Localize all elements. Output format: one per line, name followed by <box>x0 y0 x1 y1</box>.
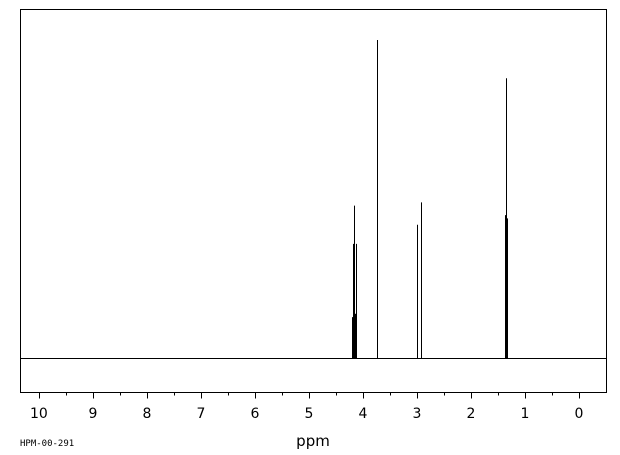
peaks <box>352 40 508 359</box>
x-tick-label: 5 <box>304 406 313 422</box>
plot-frame <box>20 9 607 393</box>
x-axis-ticks <box>39 392 580 399</box>
x-tick-label: 2 <box>467 406 476 422</box>
x-axis-tick-labels: 10 9 8 7 6 5 4 3 2 1 0 <box>30 406 583 422</box>
x-tick-label: 8 <box>142 406 151 422</box>
x-tick-label: 9 <box>88 406 97 422</box>
x-tick-label: 6 <box>250 406 259 422</box>
x-tick-label: 10 <box>30 406 48 422</box>
x-tick-label: 1 <box>521 406 530 422</box>
x-tick-label: 3 <box>413 406 422 422</box>
x-axis-title: ppm <box>296 432 330 450</box>
x-tick-label: 0 <box>575 406 584 422</box>
x-tick-label: 7 <box>196 406 205 422</box>
x-tick-label: 4 <box>358 406 367 422</box>
sample-code: HPM-00-291 <box>20 439 74 449</box>
